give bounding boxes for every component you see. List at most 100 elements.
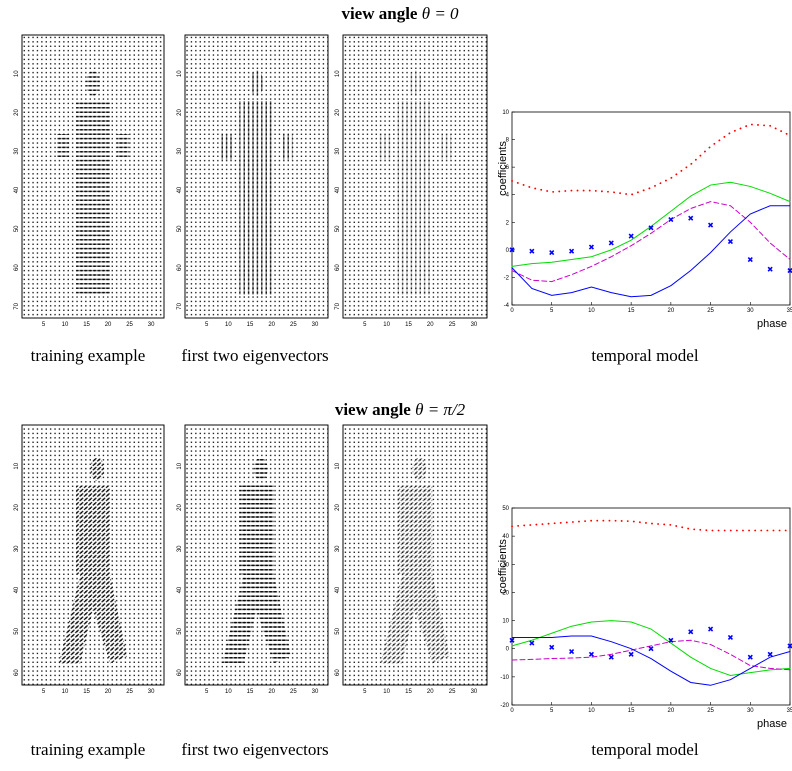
image-frame <box>184 424 329 686</box>
image-y-tick-label: 30 <box>177 147 183 154</box>
image-x-tick-label: 25 <box>126 689 133 695</box>
silhouette <box>380 457 450 664</box>
title-label: view angle <box>341 4 421 23</box>
image-frame <box>342 424 488 686</box>
image-y-tick-label: 60 <box>335 669 341 676</box>
x-tick-label: 20 <box>668 308 675 314</box>
y-tick-label: 6 <box>506 165 510 171</box>
title-label: view angle <box>335 400 415 419</box>
image-y-tick-label: 70 <box>335 302 341 309</box>
y-tick-label: 2 <box>506 220 510 226</box>
image-y-tick-label: 40 <box>177 586 183 593</box>
y-tick-label: 10 <box>502 619 509 625</box>
series-line <box>511 519 791 532</box>
image-x-tick-label: 15 <box>405 322 412 328</box>
image-y-tick-label: 40 <box>335 586 341 593</box>
y-tick-label: -10 <box>500 675 509 681</box>
arm <box>116 134 129 160</box>
x-tick-label: 25 <box>707 708 714 714</box>
image-x-tick-label: 15 <box>83 322 90 328</box>
image-y-tick-label: 30 <box>335 147 341 154</box>
head <box>86 70 100 96</box>
x-marker <box>708 626 714 632</box>
arm <box>280 134 293 160</box>
arm <box>220 134 233 160</box>
image-y-tick-label: 40 <box>14 586 20 593</box>
image-x-tick-label: 25 <box>126 322 133 328</box>
x-tick-label: 5 <box>550 308 554 314</box>
plot-frame <box>511 111 791 306</box>
series-line <box>511 635 791 686</box>
legs <box>75 197 111 295</box>
image-y-tick-label: 20 <box>14 504 20 511</box>
image-x-tick-label: 15 <box>247 322 254 328</box>
x-marker <box>569 648 575 655</box>
title-math: θ = π/2 <box>415 400 466 419</box>
x-tick-label: 10 <box>588 308 595 314</box>
x-marker <box>727 239 733 245</box>
y-axis-label: coefficients <box>497 141 509 196</box>
image-x-tick-label: 30 <box>312 689 319 695</box>
image-x-tick-label: 5 <box>42 689 46 695</box>
image-frame <box>342 34 488 319</box>
image-x-tick-label: 30 <box>312 322 319 328</box>
image-y-tick-label: 30 <box>177 545 183 552</box>
head <box>253 457 268 481</box>
image-y-tick-label: 60 <box>14 669 20 676</box>
image-y-tick-label: 60 <box>14 264 20 271</box>
image-y-tick-label: 30 <box>335 545 341 552</box>
x-marker <box>628 651 634 657</box>
x-marker <box>529 640 535 646</box>
y-tick-label: 40 <box>502 534 509 540</box>
x-marker <box>628 233 634 239</box>
image-x-tick-label: 15 <box>83 689 90 695</box>
x-marker <box>668 216 674 223</box>
x-marker <box>588 651 594 657</box>
x-axis-label: phase <box>757 318 787 330</box>
image-x-tick-label: 5 <box>363 689 367 695</box>
x-tick-label: 30 <box>747 708 754 714</box>
y-tick-label: 0 <box>506 248 510 254</box>
x-marker <box>787 267 792 274</box>
image-x-tick-label: 25 <box>449 689 456 695</box>
image-y-tick-label: 10 <box>335 462 341 469</box>
image-y-tick-label: 50 <box>177 225 183 232</box>
head <box>90 457 105 481</box>
y-tick-label: -20 <box>500 703 509 709</box>
image-x-tick-label: 20 <box>427 322 434 328</box>
x-marker <box>549 644 555 650</box>
image-y-tick-label: 20 <box>335 504 341 511</box>
image-y-tick-label: 40 <box>14 186 20 193</box>
image-y-tick-label: 70 <box>14 302 20 309</box>
x-tick-label: 0 <box>510 308 514 314</box>
arm <box>439 134 452 160</box>
head <box>249 70 264 96</box>
legs <box>397 197 433 295</box>
image-x-tick-label: 5 <box>42 322 46 328</box>
y-tick-label: 10 <box>502 110 509 116</box>
image-y-tick-label: 30 <box>14 147 20 154</box>
image-x-tick-label: 10 <box>62 322 69 328</box>
y-tick-label: 8 <box>506 138 510 144</box>
x-marker <box>549 250 555 256</box>
x-tick-label: 35 <box>787 708 792 714</box>
y-tick-label: 30 <box>502 562 509 568</box>
caption: training example <box>31 346 146 365</box>
x-marker <box>747 256 753 263</box>
head <box>412 457 427 481</box>
silhouette <box>57 70 129 295</box>
image-y-tick-label: 50 <box>335 627 341 634</box>
x-marker <box>688 629 694 635</box>
x-marker <box>509 637 515 643</box>
image-x-tick-label: 5 <box>363 322 367 328</box>
x-marker <box>608 654 614 660</box>
x-tick-label: 10 <box>588 708 595 714</box>
image-y-tick-label: 40 <box>335 186 341 193</box>
image-y-tick-label: 20 <box>335 109 341 116</box>
x-tick-label: 0 <box>510 708 514 714</box>
image-y-tick-label: 50 <box>14 627 20 634</box>
torso <box>397 100 433 198</box>
torso <box>239 485 274 575</box>
image-x-tick-label: 30 <box>148 322 155 328</box>
image-x-tick-label: 15 <box>405 689 412 695</box>
